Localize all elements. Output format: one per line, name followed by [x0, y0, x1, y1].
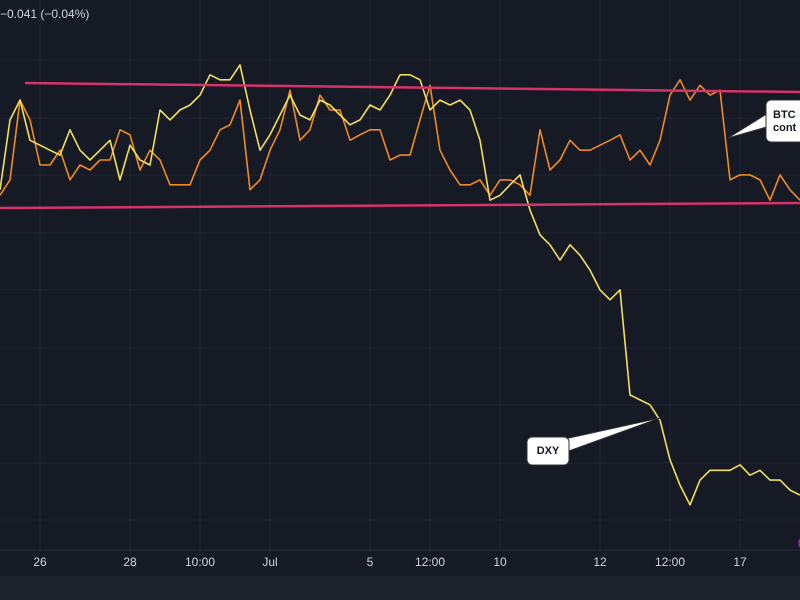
x-tick-label: 26: [33, 555, 47, 569]
btc-callout: BTC cont: [727, 99, 800, 143]
x-tick-label: 28: [123, 555, 137, 569]
x-axis-bar: [0, 550, 800, 575]
channel-line: [0, 201, 800, 210]
grid: [0, 59, 800, 521]
callout-box: [526, 436, 570, 466]
callout-text: BTC: [773, 109, 796, 121]
callout-text: cont: [773, 122, 797, 134]
x-tick-label: 12:00: [655, 555, 685, 569]
series-line: [0, 64, 800, 506]
channel-line: [24, 81, 800, 94]
dxy-callout: DXY: [526, 417, 661, 466]
bottom-bar: [0, 576, 800, 600]
callout-text: DXY: [537, 445, 560, 457]
x-tick-label: 5: [367, 555, 374, 569]
marker-icon: [798, 538, 800, 548]
x-tick-label: 12: [593, 555, 607, 569]
plot: [0, 64, 800, 506]
x-tick-label: Jul: [262, 555, 277, 569]
x-axis: 26 28 10:00 Jul 5 12:00 10 12 12:00 17: [33, 555, 747, 569]
header-change: −0.041 (−0.04%): [0, 7, 89, 21]
x-tick-label: 17: [733, 555, 747, 569]
callout-box: [765, 99, 800, 143]
x-tick-label: 12:00: [415, 555, 445, 569]
x-tick-label: 10:00: [185, 555, 215, 569]
x-tick-label: 10: [493, 555, 507, 569]
series-line: [0, 79, 800, 201]
